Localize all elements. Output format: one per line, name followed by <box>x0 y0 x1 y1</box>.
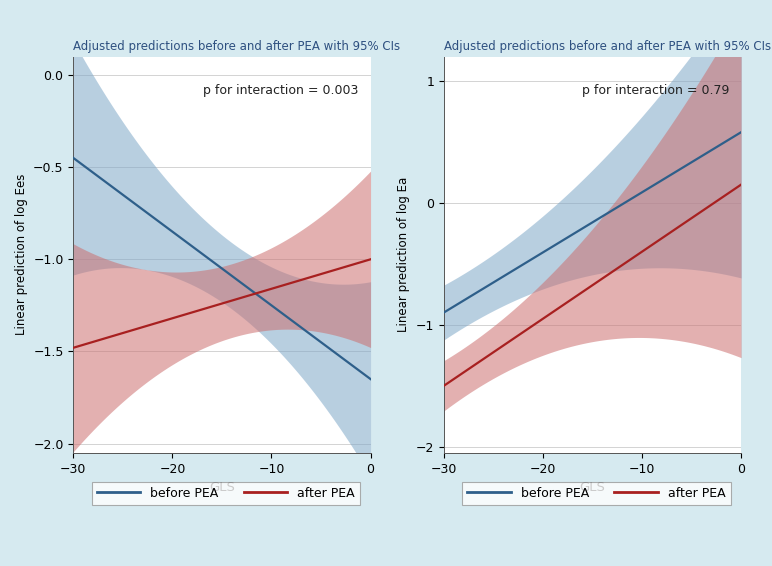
Text: p for interaction = 0.003: p for interaction = 0.003 <box>203 84 359 97</box>
Legend: before PEA, after PEA: before PEA, after PEA <box>92 482 360 505</box>
Y-axis label: Linear prediction of log Ees: Linear prediction of log Ees <box>15 174 28 336</box>
Text: p for interaction = 0.79: p for interaction = 0.79 <box>582 84 730 97</box>
Y-axis label: Linear prediction of log Ea: Linear prediction of log Ea <box>398 177 410 332</box>
Legend: before PEA, after PEA: before PEA, after PEA <box>462 482 730 505</box>
Text: Adjusted predictions before and after PEA with 95% CIs: Adjusted predictions before and after PE… <box>444 40 771 53</box>
X-axis label: GLS: GLS <box>580 481 605 494</box>
Text: Adjusted predictions before and after PEA with 95% CIs: Adjusted predictions before and after PE… <box>73 40 401 53</box>
X-axis label: GLS: GLS <box>209 481 235 494</box>
